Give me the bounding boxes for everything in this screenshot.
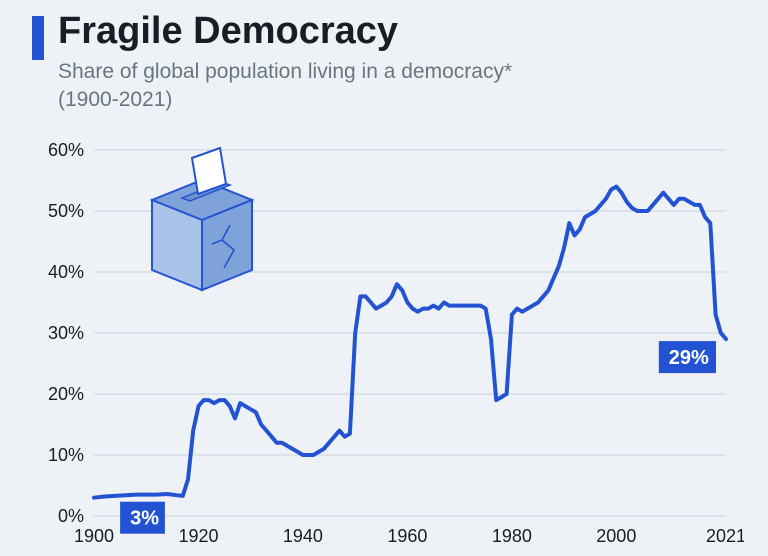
x-axis-label: 1960 [387, 526, 427, 546]
y-axis-label: 30% [48, 323, 84, 343]
callout: 3% [120, 502, 165, 534]
callout-label: 29% [669, 347, 709, 369]
subtitle-line1: Share of global population living in a d… [58, 60, 512, 83]
subtitle-line2: (1900-2021) [58, 88, 172, 111]
x-axis-label: 1940 [283, 526, 323, 546]
line-chart-svg: 0% 10% 20% 30% 40% 50% 60% 1900 1920 1940 1960 1980… [32, 140, 744, 552]
y-axis-label: 10% [48, 445, 84, 465]
ballot-box-icon [152, 148, 252, 290]
x-axis-label: 2021 [706, 526, 744, 546]
callout-label: 3% [130, 508, 159, 530]
y-axis-label: 0% [58, 506, 84, 526]
x-axis-label: 2000 [596, 526, 636, 546]
title-accent-bar [32, 16, 44, 60]
chart-area: 0%10%20%30%40%50%60%19001920194019601980… [32, 140, 744, 540]
callout: 29% [659, 341, 716, 373]
x-axis-label: 1980 [492, 526, 532, 546]
chart-subtitle: Share of global population living in a d… [58, 58, 512, 115]
x-axis-label: 1900 [74, 526, 114, 546]
y-axis-label: 20% [48, 384, 84, 404]
y-axis-label: 50% [48, 201, 84, 221]
x-axis-label: 1920 [178, 526, 218, 546]
y-axis-label: 40% [48, 262, 84, 282]
y-axis-label: 60% [48, 140, 84, 160]
chart-title: Fragile Democracy [58, 12, 512, 52]
